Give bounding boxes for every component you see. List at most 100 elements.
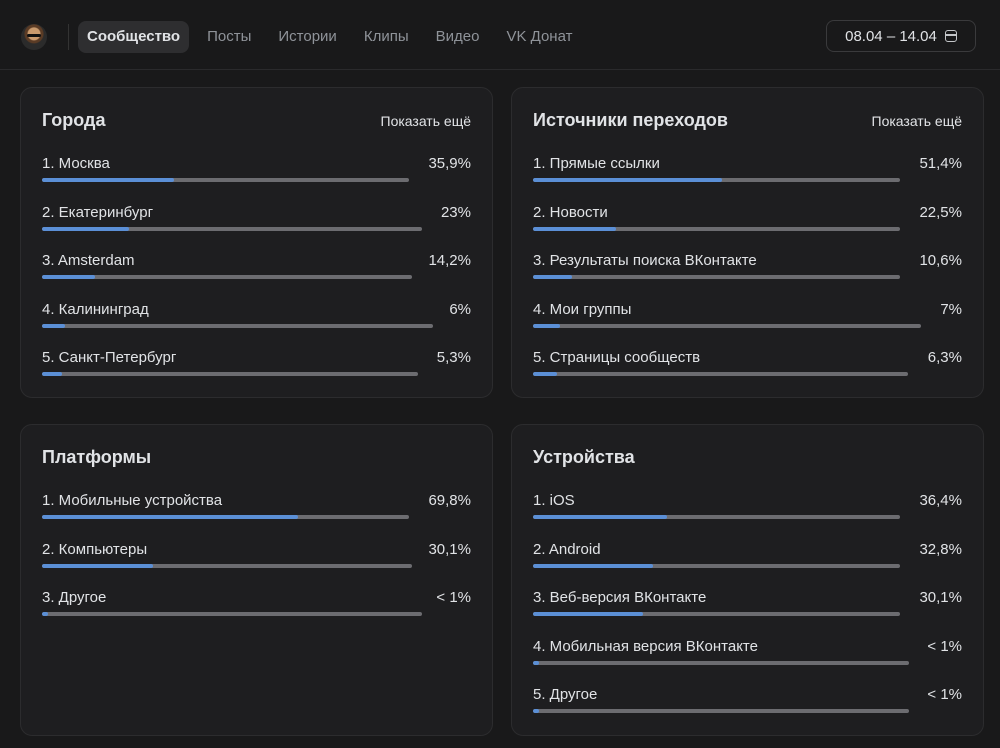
list-item-value: 6% — [449, 301, 471, 318]
list-item-value: 30,1% — [919, 589, 962, 606]
progress-bar-fill — [533, 709, 539, 713]
progress-bar — [42, 227, 422, 231]
list-item-label: 2. Компьютеры — [42, 541, 148, 558]
list-item-label: 1. Прямые ссылки — [533, 155, 660, 172]
list-item-value: 23% — [440, 204, 471, 221]
list-item: 5. Другое < 1% — [533, 686, 962, 726]
show-more-link[interactable]: Показать ещё — [871, 113, 963, 129]
list-item: 1. Мобильные устройства 69,8% — [42, 492, 471, 532]
list-item: 5. Санкт-Петербург 5,3% — [42, 349, 471, 389]
card-title: Устройства — [533, 447, 635, 467]
sources-card: Источники переходов Показать ещё 1. Прям… — [511, 87, 984, 398]
list-item-label: 2. Android — [533, 541, 601, 558]
progress-bar-fill — [533, 372, 557, 376]
avatar[interactable] — [21, 24, 47, 50]
progress-bar-fill — [42, 227, 130, 231]
tab-clips[interactable]: Клипы — [363, 28, 409, 45]
card-title: Города — [42, 110, 106, 130]
show-more-link[interactable]: Показать ещё — [380, 113, 472, 129]
progress-bar — [533, 227, 900, 231]
progress-bar — [533, 564, 900, 568]
list-item: 4. Мобильная версия ВКонтакте < 1% — [533, 638, 962, 678]
progress-bar — [533, 324, 921, 328]
progress-bar — [42, 178, 409, 182]
progress-bar-fill — [42, 275, 95, 279]
list-item-value: 7% — [940, 301, 962, 318]
list-item-label: 3. Другое — [42, 589, 107, 606]
list-item-label: 1. iOS — [533, 492, 575, 509]
list-item-label: 5. Санкт-Петербург — [42, 349, 177, 366]
progress-bar — [533, 372, 908, 376]
list-item-label: 2. Новости — [533, 204, 608, 221]
progress-bar-fill — [42, 515, 299, 519]
list-item-label: 4. Мои группы — [533, 301, 632, 318]
progress-bar-fill — [42, 372, 62, 376]
list-item-value: 5,3% — [436, 349, 471, 366]
progress-bar — [42, 515, 409, 519]
progress-bar — [533, 275, 900, 279]
progress-bar — [42, 324, 433, 328]
date-range-button[interactable]: 08.04 – 14.04 — [826, 20, 976, 52]
card-title: Платформы — [42, 447, 152, 467]
progress-bar — [42, 564, 412, 568]
progress-bar-fill — [533, 178, 722, 182]
progress-bar-fill — [533, 275, 572, 279]
list-item: 3. Веб-версия ВКонтакте 30,1% — [533, 589, 962, 629]
list-item: 3. Результаты поиска ВКонтакте 10,6% — [533, 252, 962, 292]
progress-bar — [533, 661, 909, 665]
card-title: Источники переходов — [533, 110, 728, 130]
list-item-value: 10,6% — [919, 252, 962, 269]
progress-bar — [533, 515, 900, 519]
list-item-label: 1. Мобильные устройства — [42, 492, 223, 509]
progress-bar — [533, 178, 900, 182]
list-item-label: 3. Веб-версия ВКонтакте — [533, 589, 707, 606]
header-divider — [68, 24, 69, 50]
list-item-value: < 1% — [927, 638, 962, 655]
list-item: 3. Amsterdam 14,2% — [42, 252, 471, 292]
top-bar: Сообщество Посты Истории Клипы Видео VK … — [0, 0, 1000, 70]
list-item: 2. Екатеринбург 23% — [42, 204, 471, 244]
list-item-value: 51,4% — [919, 155, 962, 172]
progress-bar — [42, 612, 422, 616]
tab-community[interactable]: Сообщество — [78, 21, 190, 53]
list-item: 2. Компьютеры 30,1% — [42, 541, 471, 581]
tab-bar: Сообщество Посты Истории Клипы Видео VK … — [78, 21, 590, 53]
list-item: 3. Другое < 1% — [42, 589, 471, 629]
progress-bar — [533, 612, 900, 616]
list-item: 2. Android 32,8% — [533, 541, 962, 581]
progress-bar-fill — [42, 324, 66, 328]
list-item: 1. iOS 36,4% — [533, 492, 962, 532]
list-item-label: 1. Москва — [42, 155, 110, 172]
list-item-value: < 1% — [436, 589, 471, 606]
progress-bar-fill — [42, 612, 48, 616]
list-item-value: 32,8% — [919, 541, 962, 558]
list-item: 4. Мои группы 7% — [533, 301, 962, 341]
list-item-value: 30,1% — [428, 541, 471, 558]
progress-bar — [42, 275, 412, 279]
platforms-card: Платформы 1. Мобильные устройства 69,8% 2.… — [20, 424, 493, 736]
progress-bar-fill — [533, 324, 561, 328]
list-item-value: 35,9% — [428, 155, 471, 172]
list-item-label: 3. Результаты поиска ВКонтакте — [533, 252, 757, 269]
list-item-label: 3. Amsterdam — [42, 252, 135, 269]
cities-card: Города Показать ещё 1. Москва 35,9% 2. Ека… — [20, 87, 493, 398]
list-item: 2. Новости 22,5% — [533, 204, 962, 244]
list-item: 1. Прямые ссылки 51,4% — [533, 155, 962, 195]
list-item-value: 22,5% — [919, 204, 962, 221]
list-item: 1. Москва 35,9% — [42, 155, 471, 195]
devices-card: Устройства 1. iOS 36,4% 2. Android 32,8% 3. … — [511, 424, 984, 736]
list-item-value: 69,8% — [428, 492, 471, 509]
calendar-icon — [944, 30, 957, 42]
list-item-value: 14,2% — [428, 252, 471, 269]
tab-posts[interactable]: Посты — [207, 28, 252, 45]
list-item: 4. Калининград 6% — [42, 301, 471, 341]
list-item-label: 4. Мобильная версия ВКонтакте — [533, 638, 758, 655]
list-item-value: 6,3% — [927, 349, 962, 366]
tab-vk-donut[interactable]: VK Донат — [506, 28, 573, 45]
tab-video[interactable]: Видео — [435, 28, 480, 45]
list-item-label: 5. Страницы сообществ — [533, 349, 701, 366]
progress-bar-fill — [533, 661, 539, 665]
progress-bar-fill — [42, 564, 154, 568]
progress-bar-fill — [533, 515, 667, 519]
tab-stories[interactable]: Истории — [278, 28, 337, 45]
